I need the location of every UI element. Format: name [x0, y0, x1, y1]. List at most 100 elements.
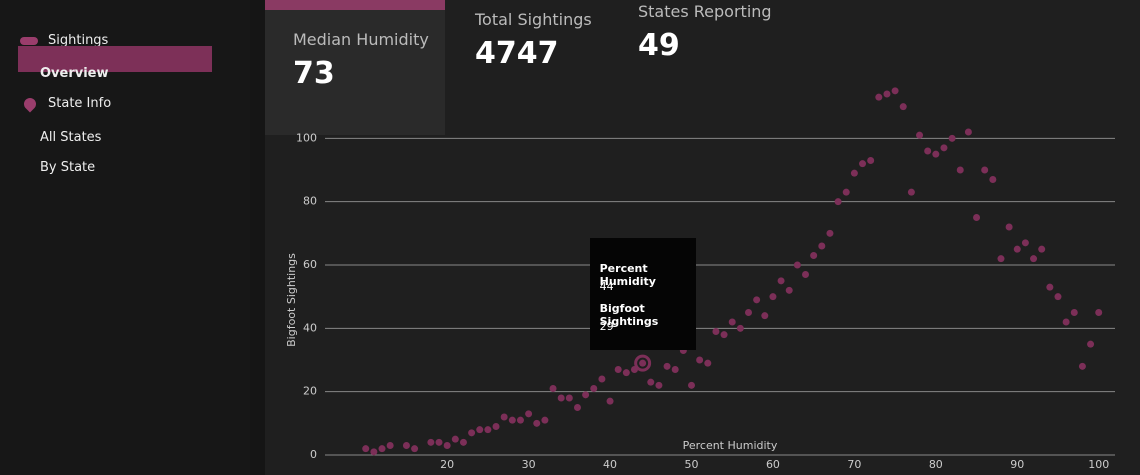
point	[443, 442, 451, 449]
kpi-label: Total Sightings	[475, 10, 592, 29]
x-tick-label: 40	[603, 458, 617, 471]
point	[671, 366, 679, 373]
point	[598, 375, 606, 383]
main-panel: Median Humidity 73 Total Sightings 4747 …	[265, 0, 1140, 475]
x-tick-label: 100	[1088, 458, 1109, 471]
point	[647, 378, 655, 386]
point	[753, 296, 761, 304]
y-tick-label: 0	[310, 448, 317, 461]
point	[818, 242, 826, 250]
point	[451, 435, 459, 443]
y-tick-label: 80	[303, 195, 317, 208]
tooltip-y-title: Bigfoot Sightings	[599, 302, 659, 329]
kpi-label: Median Humidity	[293, 30, 429, 49]
kpi-card[interactable]: States Reporting 49	[610, 0, 780, 107]
icon	[20, 37, 38, 45]
point	[370, 448, 378, 456]
point	[875, 93, 883, 101]
point	[720, 331, 728, 339]
point	[793, 261, 801, 269]
nav-state-info[interactable]: State Info	[48, 96, 112, 111]
point	[557, 394, 565, 402]
point	[1046, 283, 1054, 291]
point	[362, 445, 370, 453]
point	[614, 366, 622, 373]
point	[427, 438, 435, 446]
point	[476, 426, 484, 434]
point	[989, 176, 997, 183]
sidebar: Sightings Overview State Info All States…	[0, 0, 250, 475]
x-tick-label: 50	[684, 458, 698, 471]
kpi-label: States Reporting	[638, 2, 772, 21]
point	[508, 416, 516, 424]
point	[663, 362, 671, 370]
point	[582, 391, 590, 399]
point	[916, 131, 924, 139]
point	[745, 309, 753, 316]
point	[907, 188, 915, 196]
point	[956, 166, 964, 174]
point	[997, 255, 1005, 263]
point	[867, 157, 875, 164]
point	[932, 150, 940, 158]
point	[696, 356, 704, 364]
point	[516, 416, 524, 424]
point	[761, 312, 769, 320]
point	[1013, 245, 1021, 253]
point	[785, 286, 793, 294]
y-tick-label: 100	[296, 131, 317, 144]
x-tick-label: 30	[522, 458, 536, 471]
point	[850, 169, 858, 177]
point	[1078, 362, 1086, 370]
point	[484, 426, 492, 434]
highlight-ring	[634, 354, 652, 372]
point	[492, 423, 500, 430]
point	[981, 166, 989, 174]
point	[639, 359, 647, 367]
point	[687, 381, 695, 389]
x-tick-label: 90	[1010, 458, 1024, 471]
nav-overview[interactable]: Overview	[40, 66, 109, 81]
y-tick-label: 20	[303, 385, 317, 398]
point	[736, 324, 744, 332]
point	[883, 90, 891, 98]
point	[1030, 255, 1038, 263]
point	[500, 413, 508, 421]
point	[712, 328, 720, 335]
kpi-card[interactable]: Median Humidity 73	[265, 0, 445, 135]
point	[859, 160, 867, 168]
x-tick-label: 70	[847, 458, 861, 471]
nav-by-state[interactable]: By State	[40, 160, 96, 175]
point	[573, 404, 581, 411]
nav-all-states[interactable]: All States	[40, 130, 102, 145]
point	[1038, 245, 1046, 253]
point	[1095, 309, 1103, 316]
point	[622, 369, 630, 377]
nav-sightings[interactable]: Sightings	[48, 33, 109, 48]
point	[386, 442, 394, 449]
x-tick-label: 20	[440, 458, 454, 471]
kpi-value: 4747	[475, 36, 559, 71]
point	[525, 410, 533, 418]
kpi-value: 73	[293, 56, 335, 91]
y-tick-label: 60	[303, 258, 317, 271]
point	[459, 438, 467, 446]
y-tick-label: 40	[303, 321, 317, 334]
kpi-card[interactable]: Total Sightings 4747	[447, 0, 617, 115]
point	[1062, 318, 1070, 326]
kpi-value: 49	[638, 28, 680, 63]
x-tick-label: 60	[766, 458, 780, 471]
point	[565, 394, 573, 402]
point	[948, 134, 956, 142]
tooltip-x-title: Percent Humidity	[599, 262, 656, 289]
point	[810, 252, 818, 259]
point	[606, 397, 614, 405]
point	[411, 445, 419, 453]
point	[891, 87, 899, 95]
point	[402, 442, 410, 449]
point	[842, 188, 850, 196]
point	[899, 103, 907, 111]
x-axis-title: Percent Humidity	[683, 439, 778, 452]
point	[1087, 340, 1095, 348]
